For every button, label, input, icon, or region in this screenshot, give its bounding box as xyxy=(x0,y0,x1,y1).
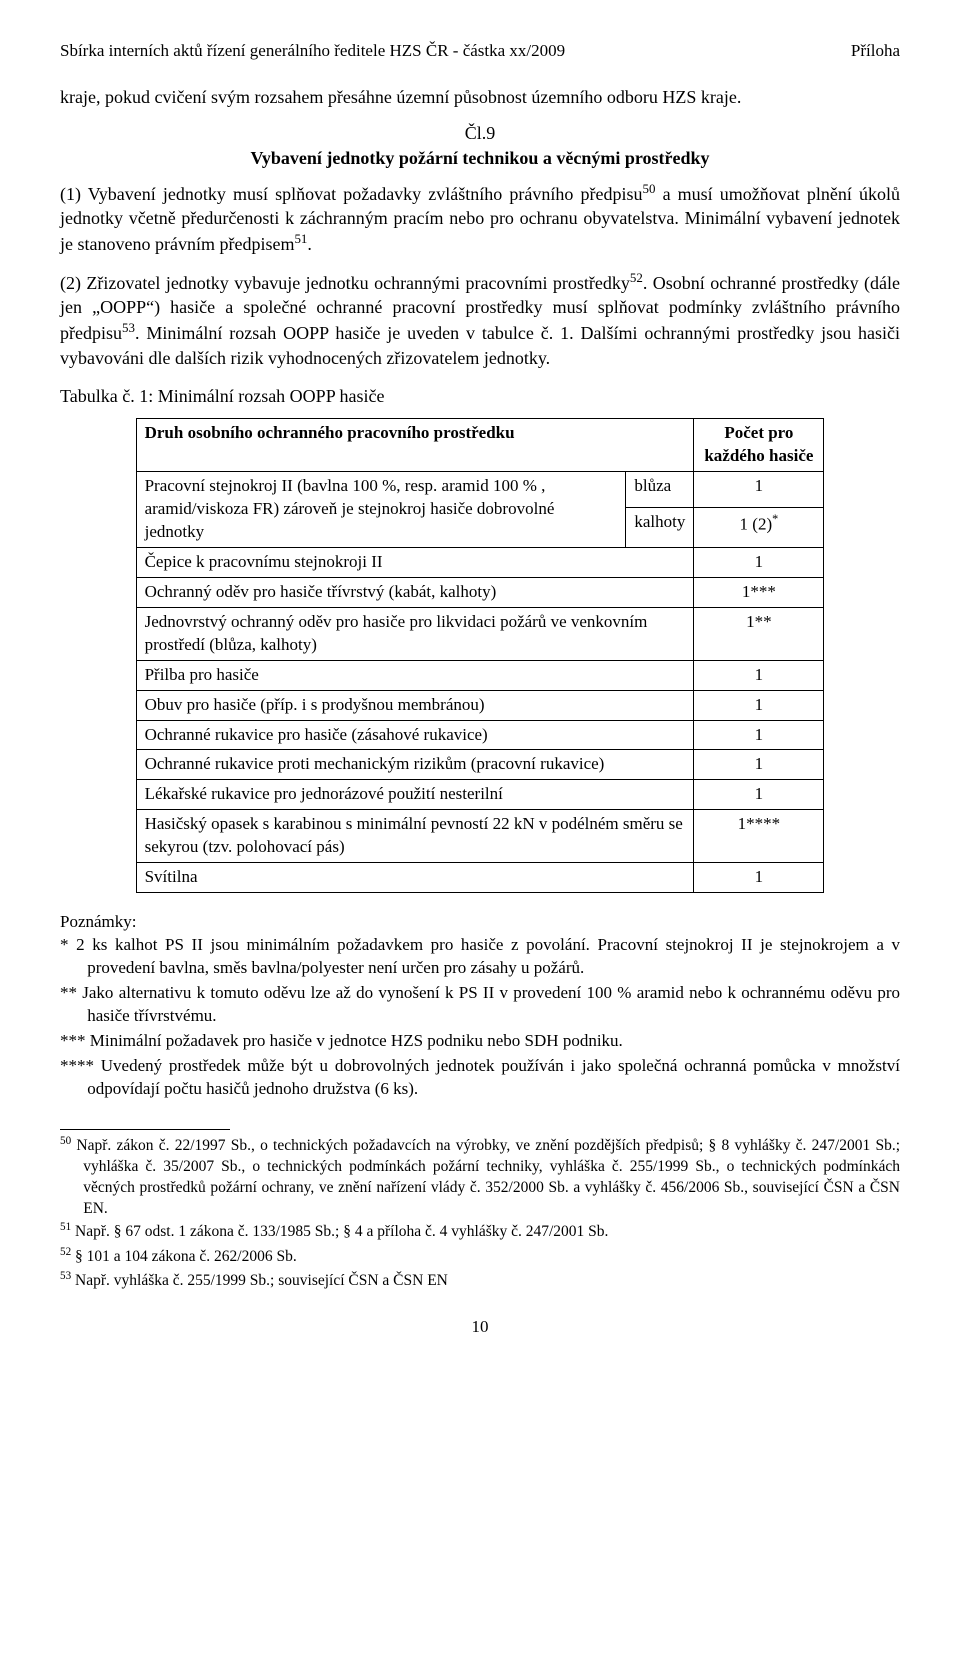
table-row: Hasičský opasek s karabinou s minimální … xyxy=(136,810,824,863)
header-right: Příloha xyxy=(851,40,900,63)
footnote-51: 51 Např. § 67 odst. 1 zákona č. 133/1985… xyxy=(60,1220,900,1243)
footnote-50: 50 Např. zákon č. 22/1997 Sb., o technic… xyxy=(60,1134,900,1220)
oopp-table: Druh osobního ochranného pracovního pros… xyxy=(136,418,825,893)
intro-paragraph: kraje, pokud cvičení svým rozsahem přesá… xyxy=(60,85,900,109)
p2-text-c: . Minimální rozsah OOPP hasiče je uveden… xyxy=(60,323,900,367)
row-count: 1 xyxy=(694,690,824,720)
footnote-separator xyxy=(60,1129,230,1130)
footnote-53: 53 Např. vyhláška č. 255/1999 Sb.; souvi… xyxy=(60,1269,900,1292)
row-label: Ochranné rukavice pro hasiče (zásahové r… xyxy=(136,720,694,750)
paragraph-1: (1) Vybavení jednotky musí splňovat poža… xyxy=(60,180,900,257)
page-number: 10 xyxy=(60,1316,900,1339)
row-label: Jednovrstvý ochranný oděv pro hasiče pro… xyxy=(136,607,694,660)
header-left: Sbírka interních aktů řízení generálního… xyxy=(60,40,565,63)
table-row: Obuv pro hasiče (příp. i s prodyšnou mem… xyxy=(136,690,824,720)
row-count: 1 xyxy=(694,863,824,893)
table-row: Přilba pro hasiče 1 xyxy=(136,660,824,690)
row-count: 1** xyxy=(694,607,824,660)
table-row: Čepice k pracovnímu stejnokroji II 1 xyxy=(136,547,824,577)
row-count: 1 xyxy=(694,720,824,750)
article-title: Vybavení jednotky požární technikou a vě… xyxy=(60,146,900,170)
kalhoty-count: 1 (2)* xyxy=(694,508,824,548)
article-number: Čl.9 xyxy=(60,121,900,145)
table-row: Jednovrstvý ochranný oděv pro hasiče pro… xyxy=(136,607,824,660)
table-row: Ochranný oděv pro hasiče třívrstvý (kabá… xyxy=(136,577,824,607)
footnote-52: 52 § 101 a 104 zákona č. 262/2006 Sb. xyxy=(60,1245,900,1268)
footnotes-block: 50 Např. zákon č. 22/1997 Sb., o technic… xyxy=(60,1134,900,1292)
table-row: Pracovní stejnokroj II (bavlna 100 %, re… xyxy=(136,472,824,508)
page-header: Sbírka interních aktů řízení generálního… xyxy=(60,40,900,63)
stejnokroj-desc: Pracovní stejnokroj II (bavlna 100 %, re… xyxy=(136,472,626,548)
notes-heading: Poznámky: xyxy=(60,911,900,934)
p1-text-a: (1) Vybavení jednotky musí splňovat poža… xyxy=(60,184,643,204)
table-header-count: Počet pro každého hasiče xyxy=(694,419,824,472)
row-count: 1 xyxy=(694,780,824,810)
note-4: **** Uvedený prostředek může být u dobro… xyxy=(60,1055,900,1101)
row-count: 1*** xyxy=(694,577,824,607)
table-header-item: Druh osobního ochranného pracovního pros… xyxy=(136,419,694,472)
kalhoty-label: kalhoty xyxy=(626,508,694,548)
row-label: Přilba pro hasiče xyxy=(136,660,694,690)
row-label: Lékařské rukavice pro jednorázové použit… xyxy=(136,780,694,810)
p1-text-c: . xyxy=(307,234,312,254)
p2-footref-53: 53 xyxy=(122,320,135,335)
row-label: Ochranné rukavice proti mechanickým rizi… xyxy=(136,750,694,780)
row-label: Hasičský opasek s karabinou s minimální … xyxy=(136,810,694,863)
table-row: Ochranné rukavice proti mechanickým rizi… xyxy=(136,750,824,780)
row-count: 1 xyxy=(694,660,824,690)
row-count: 1 xyxy=(694,750,824,780)
row-label: Ochranný oděv pro hasiče třívrstvý (kabá… xyxy=(136,577,694,607)
row-label: Čepice k pracovnímu stejnokroji II xyxy=(136,547,694,577)
bluza-count: 1 xyxy=(694,472,824,508)
table-row: Lékařské rukavice pro jednorázové použit… xyxy=(136,780,824,810)
paragraph-2: (2) Zřizovatel jednotky vybavuje jednotk… xyxy=(60,269,900,370)
note-2: ** Jako alternativu k tomuto oděvu lze a… xyxy=(60,982,900,1028)
p2-text-a: (2) Zřizovatel jednotky vybavuje jednotk… xyxy=(60,273,630,293)
note-3: *** Minimální požadavek pro hasiče v jed… xyxy=(60,1030,900,1053)
table-row: Svítilna 1 xyxy=(136,863,824,893)
p2-footref-52: 52 xyxy=(630,270,643,285)
row-count: 1 xyxy=(694,547,824,577)
bluza-label: blůza xyxy=(626,472,694,508)
table-caption: Tabulka č. 1: Minimální rozsah OOPP hasi… xyxy=(60,384,900,408)
note-1: * 2 ks kalhot PS II jsou minimálním poža… xyxy=(60,934,900,980)
p1-footref-50: 50 xyxy=(643,181,656,196)
table-row: Ochranné rukavice pro hasiče (zásahové r… xyxy=(136,720,824,750)
row-label: Obuv pro hasiče (příp. i s prodyšnou mem… xyxy=(136,690,694,720)
row-count: 1**** xyxy=(694,810,824,863)
row-label: Svítilna xyxy=(136,863,694,893)
table-header-row: Druh osobního ochranného pracovního pros… xyxy=(136,419,824,472)
p1-footref-51: 51 xyxy=(294,231,307,246)
notes-block: Poznámky: * 2 ks kalhot PS II jsou minim… xyxy=(60,911,900,1101)
